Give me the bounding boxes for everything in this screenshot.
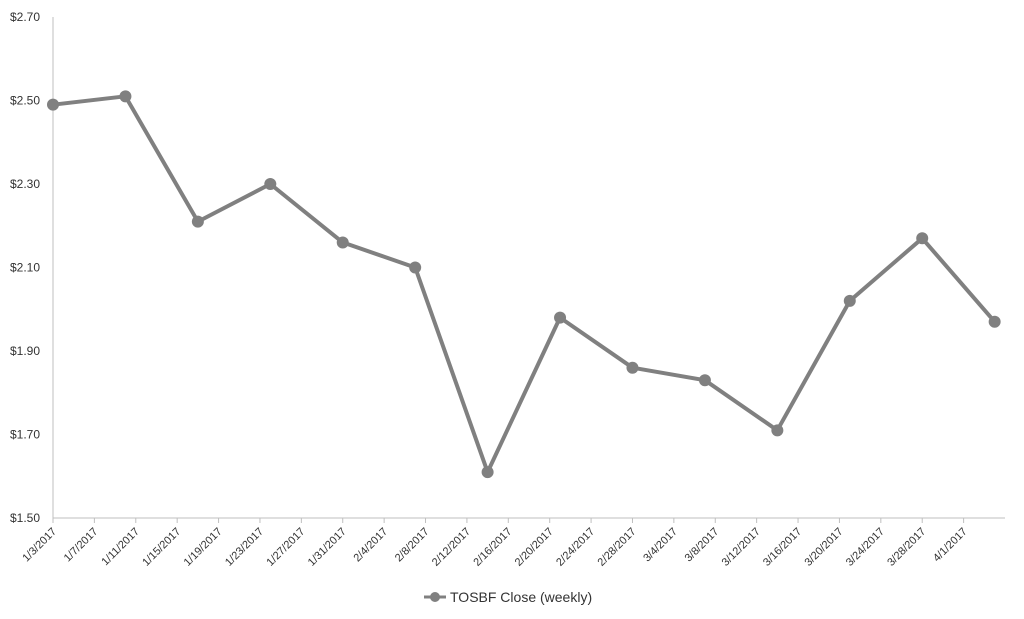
x-tick-label: 1/27/2017 <box>264 526 307 569</box>
x-axis-ticks: 1/3/2017 1/7/20171/11/20171/15/20171/19/2… <box>20 518 970 569</box>
x-tick-label: 2/24/2017 <box>554 526 597 569</box>
data-point-marker <box>47 98 59 111</box>
x-tick-label: 1/15/2017 <box>140 526 183 569</box>
x-tick-label: 3/20/2017 <box>802 526 845 569</box>
data-point-marker <box>481 466 494 479</box>
y-axis-ticks: $1.50 $1.70 $1.90 $2.10 $2.30 $2.50 $2.70 <box>10 10 40 525</box>
x-tick-label: 2/8/2017 <box>393 526 432 565</box>
x-tick-label: 3/4/2017 <box>641 526 680 565</box>
data-point-marker <box>771 424 784 437</box>
x-tick-label: 1/11/2017 <box>99 526 142 569</box>
legend-marker-swatch <box>430 592 440 602</box>
y-tick-label: $2.70 <box>10 10 40 24</box>
x-tick-label: 2/4/2017 <box>351 526 390 565</box>
data-point-marker <box>409 261 422 274</box>
x-tick-label: 3/8/2017 <box>683 526 722 565</box>
data-point-marker <box>698 374 711 387</box>
y-tick-label: $2.50 <box>10 94 40 108</box>
y-tick-label: $2.10 <box>10 261 40 275</box>
series-line <box>51 94 997 475</box>
data-point-marker <box>191 215 204 228</box>
x-tick-label: 2/12/2017 <box>430 526 473 569</box>
x-tick-label: 4/1/2017 <box>931 526 970 565</box>
series-layer <box>47 90 1001 479</box>
x-tick-label: 2/20/2017 <box>513 526 556 569</box>
legend: TOSBF Close (weekly) <box>424 589 592 605</box>
x-tick-label: 1/7/2017 <box>62 526 101 565</box>
x-tick-label: 1/3/2017 <box>20 526 59 565</box>
x-tick-label: 1/31/2017 <box>306 526 349 569</box>
x-tick-label: 3/28/2017 <box>885 526 928 569</box>
y-tick-label: $2.30 <box>10 177 40 191</box>
data-point-marker <box>119 90 132 103</box>
y-tick-label: $1.70 <box>10 428 40 442</box>
x-tick-label: 3/24/2017 <box>844 526 887 569</box>
x-tick-label: 3/12/2017 <box>720 526 763 569</box>
data-point-marker <box>336 236 349 249</box>
x-tick-label: 2/28/2017 <box>596 526 639 569</box>
x-tick-label: 3/16/2017 <box>761 526 804 569</box>
x-tick-label: 1/23/2017 <box>223 526 266 569</box>
x-tick-label: 1/19/2017 <box>182 526 225 569</box>
data-point-marker <box>916 232 929 245</box>
data-point-marker <box>264 178 277 190</box>
data-point-marker <box>988 315 1001 328</box>
legend-series-label: TOSBF Close (weekly) <box>450 589 592 605</box>
data-point-marker <box>843 294 856 307</box>
x-tick-label: 2/16/2017 <box>471 526 514 569</box>
chart-axes <box>52 17 1005 519</box>
y-tick-label: $1.90 <box>10 344 40 358</box>
data-point-marker <box>626 361 639 374</box>
data-point-marker <box>554 311 567 324</box>
y-tick-label: $1.50 <box>10 511 40 525</box>
